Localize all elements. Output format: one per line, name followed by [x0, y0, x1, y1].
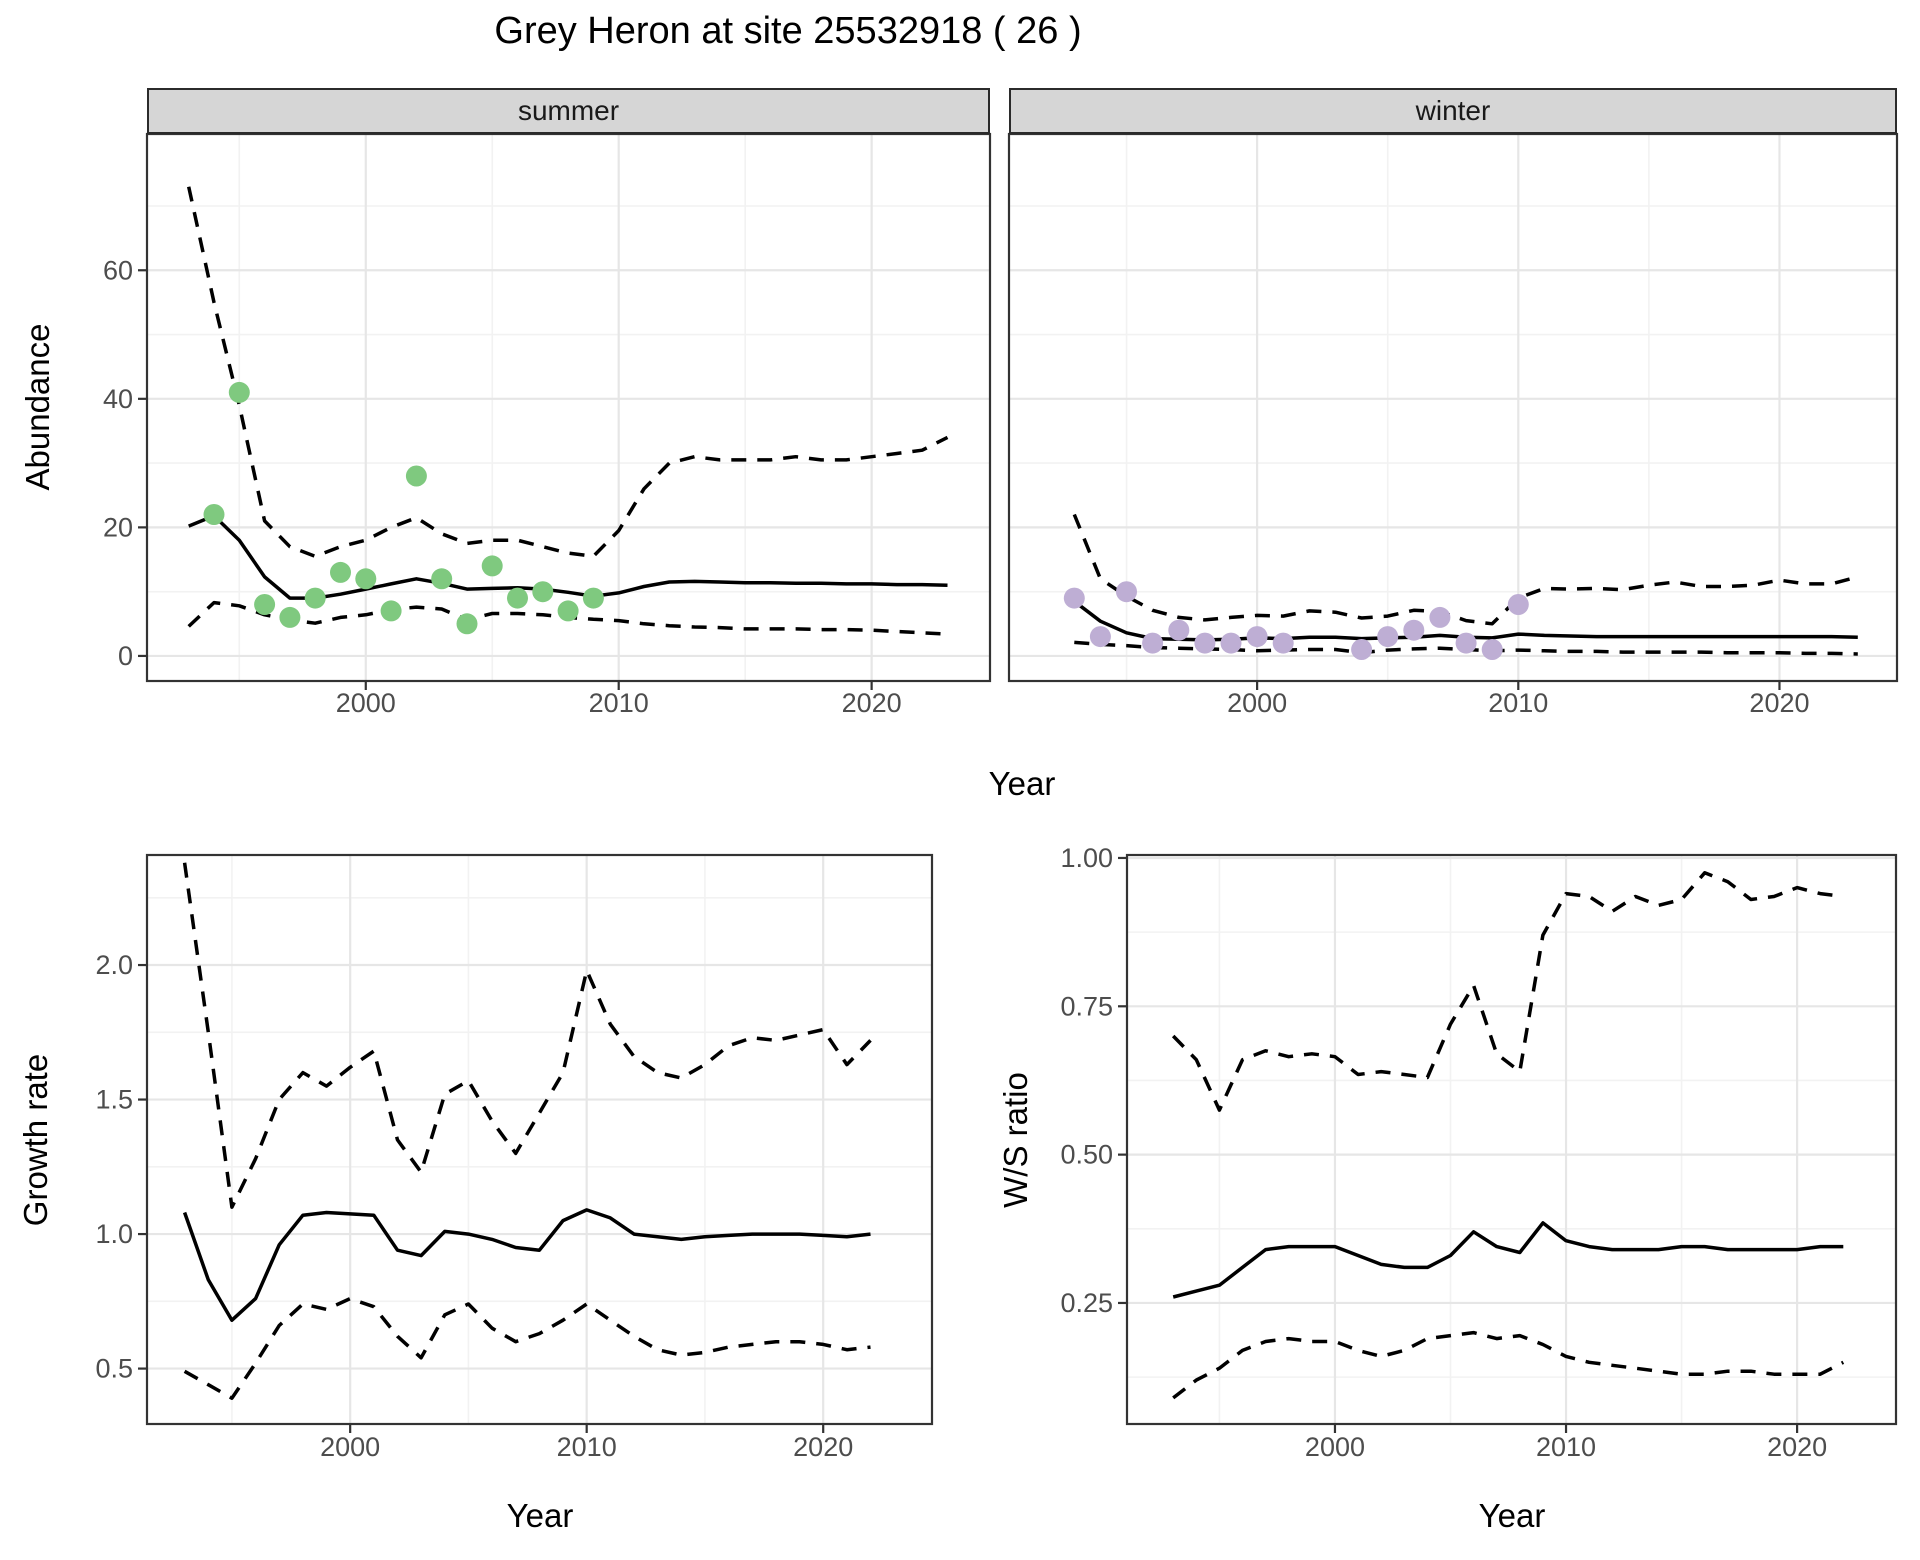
y-axis-title-abundance: Abundance	[19, 323, 56, 491]
observation-point	[1246, 626, 1268, 648]
x-axis-title-year-bottom-right: Year	[1478, 1497, 1546, 1534]
ci-lower-line	[183, 1296, 871, 1400]
observation-point	[254, 594, 276, 615]
observation-point	[380, 600, 402, 622]
y-tick-label: 0.5	[95, 1354, 133, 1384]
median-line	[182, 1208, 871, 1322]
observation-point	[279, 606, 301, 628]
x-tick-label: 2020	[842, 688, 902, 718]
observation-point	[304, 587, 326, 609]
observation-point	[405, 465, 427, 487]
x-tick-label: 2010	[557, 1432, 617, 1462]
y-tick-label: 1.0	[95, 1219, 133, 1249]
observation-point	[330, 561, 351, 583]
facet-strip-summer-label: summer	[517, 95, 620, 126]
x-axis-title-year-bottom-left: Year	[506, 1497, 574, 1534]
observation-point	[1377, 626, 1399, 648]
panel-border	[1125, 853, 1898, 1426]
panel-border	[145, 853, 934, 1426]
observation-point	[1116, 581, 1137, 603]
panel-growth: 2000 2010 2020 0.5 1.0 1.5 2.0	[95, 853, 934, 1462]
panel-border	[1007, 132, 1899, 683]
y-tick-label: 0.25	[1060, 1288, 1113, 1318]
panel-summer: 2000 2010 2020 0 20 40 60	[103, 132, 992, 718]
ci-upper-line	[182, 862, 872, 1209]
observation-point	[507, 587, 528, 609]
observation-point	[1481, 639, 1503, 660]
x-tick-label: 2020	[793, 1432, 853, 1462]
y-tick-label: 60	[103, 255, 133, 285]
y-tick-label: 40	[103, 384, 133, 414]
observation-point	[1220, 632, 1242, 654]
observation-point	[1351, 639, 1373, 660]
observation-point	[355, 568, 377, 590]
y-tick-label: 0.50	[1060, 1140, 1113, 1170]
x-tick-label: 2000	[1305, 1432, 1365, 1462]
observation-point	[1194, 632, 1216, 654]
y-tick-label: 0	[118, 641, 133, 671]
y-tick-label: 2.0	[95, 950, 133, 980]
y-tick-label: 1.00	[1060, 843, 1113, 873]
observation-point	[582, 587, 604, 609]
observation-point	[557, 600, 579, 622]
x-tick-label: 2000	[320, 1432, 380, 1462]
observation-point	[1089, 626, 1111, 648]
x-tick-label: 2010	[589, 688, 649, 718]
panel-winter: 2000 2010 2020	[1007, 132, 1899, 718]
observation-point	[228, 381, 250, 403]
y-axis-title-growth-rate: Growth rate	[17, 1053, 54, 1227]
observation-point	[1142, 632, 1164, 654]
observation-point	[203, 504, 225, 525]
ci-lower-line	[1172, 1330, 1845, 1400]
observation-point	[1403, 619, 1425, 641]
observation-point	[456, 613, 478, 635]
x-axis-title-year-top: Year	[988, 765, 1056, 802]
ci-upper-line	[1171, 871, 1844, 1112]
ci-upper-line	[1072, 513, 1859, 626]
y-tick-label: 0.75	[1060, 991, 1113, 1021]
observation-point	[532, 581, 554, 603]
observation-point	[1168, 619, 1190, 641]
chart-title: Grey Heron at site 25532918 ( 26 )	[494, 10, 1082, 52]
x-tick-label: 2020	[1767, 1432, 1827, 1462]
observation-point	[481, 555, 503, 577]
observation-point	[1507, 594, 1529, 615]
observation-point	[1455, 632, 1477, 654]
observation-point	[1272, 632, 1294, 654]
y-tick-label: 20	[103, 512, 133, 542]
median-line	[1172, 1221, 1844, 1299]
y-tick-label: 1.5	[95, 1085, 133, 1115]
panel-ws: 2000 2010 2020 0.25 0.50 0.75 1.00	[1060, 843, 1898, 1462]
observation-point	[431, 568, 453, 590]
panel-border	[145, 132, 992, 683]
x-tick-label: 2020	[1749, 688, 1809, 718]
observation-point	[1429, 606, 1451, 628]
x-tick-label: 2000	[1227, 688, 1287, 718]
facet-strip-winter-label: winter	[1415, 95, 1491, 126]
x-tick-label: 2010	[1536, 1432, 1596, 1462]
facet-strip-summer: summer	[147, 88, 990, 134]
x-tick-label: 2010	[1488, 688, 1548, 718]
ci-upper-line	[186, 186, 949, 559]
x-tick-label: 2000	[336, 688, 396, 718]
facet-strip-winter: winter	[1009, 88, 1897, 134]
y-axis-title-ws-ratio: W/S ratio	[997, 1072, 1034, 1208]
observation-point	[1063, 587, 1085, 609]
